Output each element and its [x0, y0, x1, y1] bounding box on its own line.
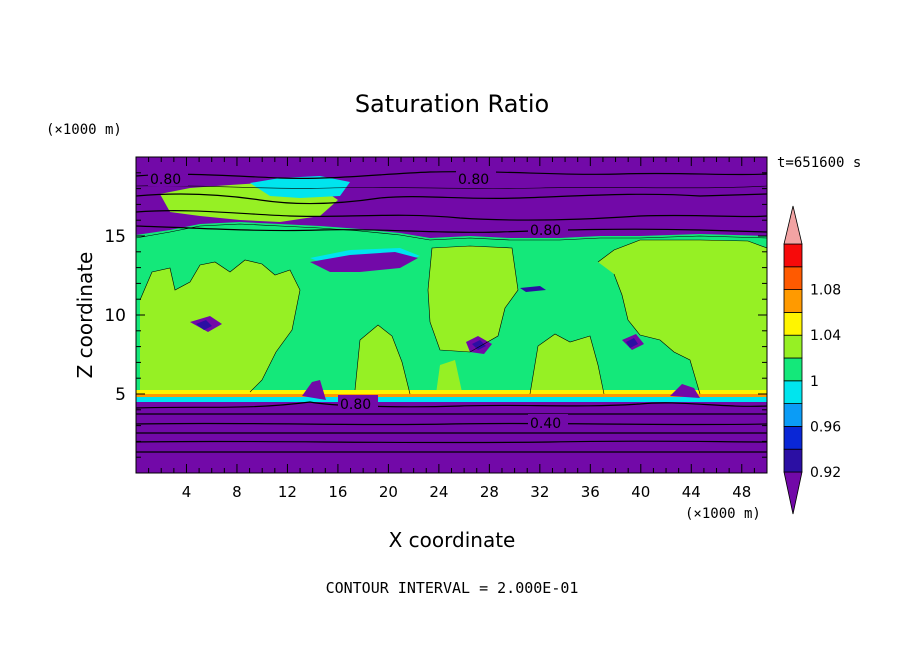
colorbar-swatch: [783, 403, 803, 427]
y-axis-ticks: 5 10 15: [104, 172, 767, 458]
colorbar-label: 1.04: [810, 328, 841, 344]
colorbar-label: 0.92: [810, 465, 841, 481]
y-unit-label: (×1000 m): [46, 122, 122, 138]
x-tick-label: 28: [480, 483, 499, 501]
colorbar-swatch: [783, 425, 803, 450]
x-tick-label: 4: [182, 483, 192, 501]
thin-contours: [136, 185, 767, 395]
colorbar-swatch: [783, 357, 803, 382]
x-axis-label: X coordinate: [389, 528, 516, 552]
contour-label-1: 0.80: [150, 172, 181, 188]
x-tick-label: 12: [278, 483, 297, 501]
colorbar-swatch: [783, 289, 803, 313]
x-tick-label: 36: [581, 483, 600, 501]
colorbar-label: 0.96: [810, 419, 841, 435]
colorbar-swatch: [783, 380, 803, 404]
y-tick-label: 10: [104, 306, 126, 326]
x-tick-label: 8: [232, 483, 242, 501]
y-tick-label: 5: [115, 385, 126, 405]
colorbar-swatch: [783, 448, 803, 473]
x-tick-label: 48: [732, 483, 751, 501]
contour-interval-note: CONTOUR INTERVAL = 2.000E-01: [326, 579, 579, 597]
x-tick-label: 20: [379, 483, 398, 501]
x-tick-label: 24: [429, 483, 448, 501]
colorbar-swatch: [783, 311, 803, 336]
colorbar-label: 1: [810, 374, 819, 390]
x-tick-label: 40: [631, 483, 650, 501]
x-tick-label: 16: [328, 483, 347, 501]
chart-title: Saturation Ratio: [355, 90, 549, 118]
cloud-base-band-yellow: [136, 390, 767, 395]
x-tick-label: 44: [682, 483, 701, 501]
y-tick-label: 15: [104, 227, 126, 247]
colorbar-label: 1.08: [810, 283, 841, 299]
contour-labels: 0.80 0.80 0.80 0.80 0.40: [148, 170, 568, 432]
cloud-base-band-orange: [136, 394, 767, 397]
colorbar-under-triangle: [783, 471, 803, 515]
contour-label-2: 0.80: [458, 172, 489, 188]
time-label: t=651600 s: [777, 155, 861, 171]
y-axis-label: Z coordinate: [73, 252, 97, 379]
contour-label-5: 0.40: [530, 416, 561, 432]
plot-area: 0.80 0.80 0.80 0.80 0.40: [136, 157, 767, 473]
colorbar-swatch: [783, 243, 803, 268]
x-unit-label: (×1000 m): [685, 506, 761, 522]
colorbar-over-triangle: [783, 205, 803, 245]
colorbar-swatch: [783, 266, 803, 290]
x-axis-ticks: 4 8 12 16 20 24 28 32 36 40 44 48: [148, 157, 755, 501]
x-tick-label: 32: [530, 483, 549, 501]
supersaturation-patches: [140, 182, 767, 395]
contour-lines: [136, 170, 767, 453]
colorbar: 0.92 0.96 1 1.04 1.08: [783, 205, 841, 515]
contour-label-3: 0.80: [530, 223, 561, 239]
blue-accents: [196, 286, 638, 350]
contour-label-4: 0.80: [340, 397, 371, 413]
colorbar-swatch: [783, 334, 803, 359]
